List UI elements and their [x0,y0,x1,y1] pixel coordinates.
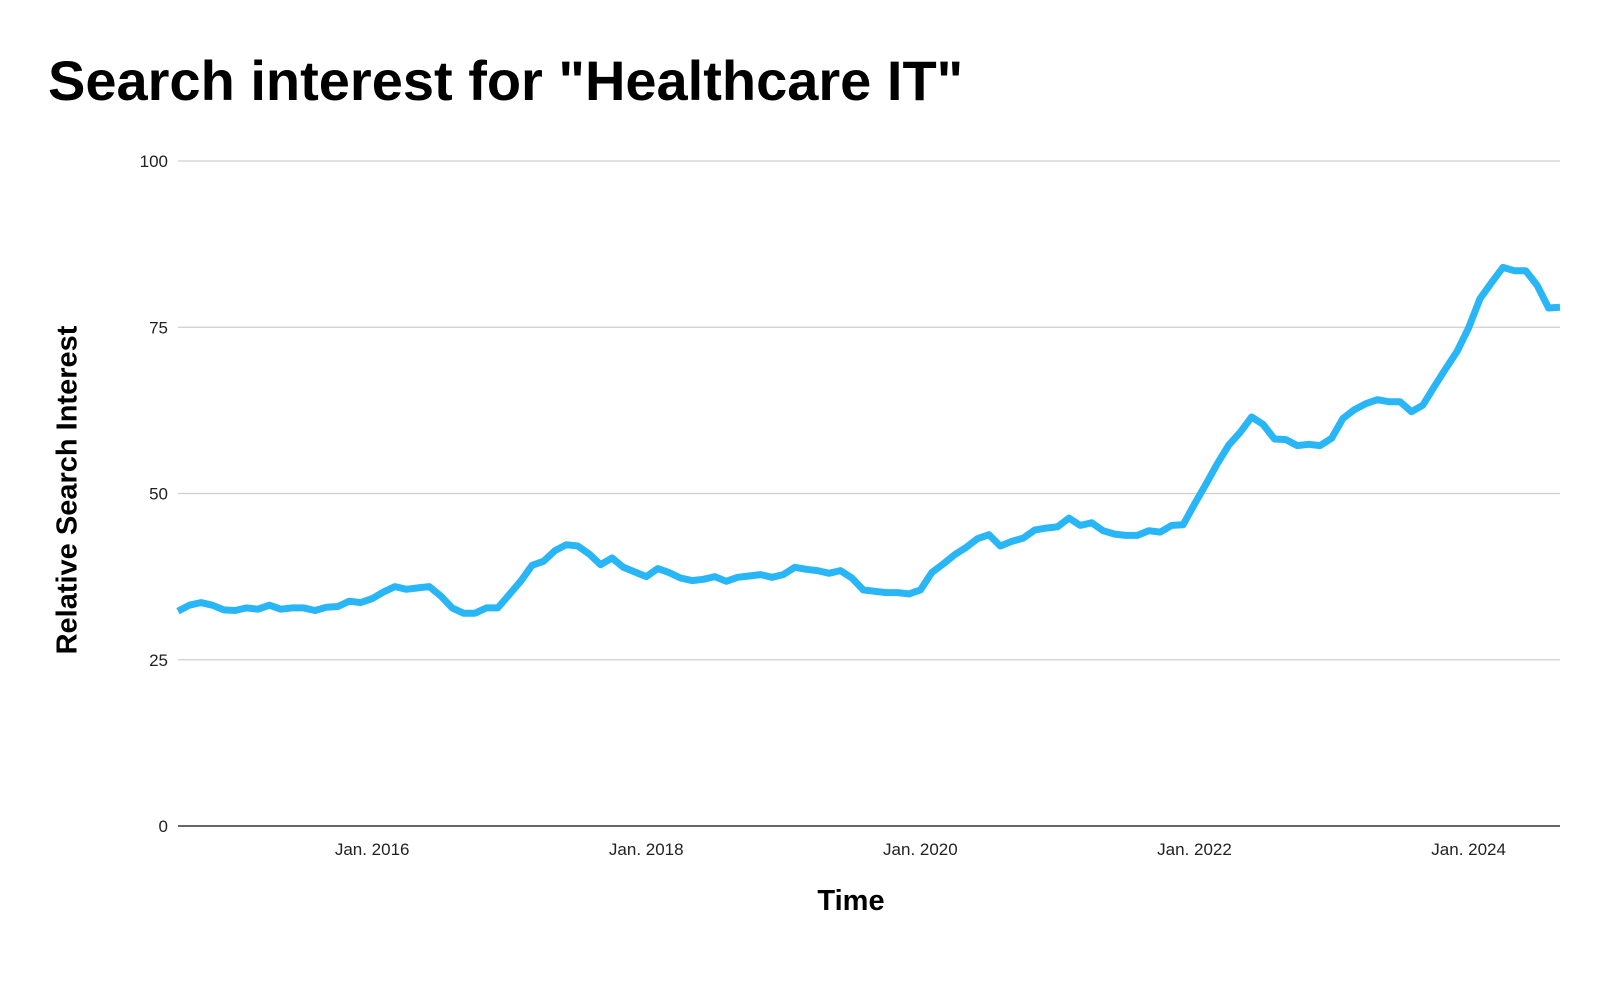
y-tick-label: 50 [149,485,168,504]
series-lines [176,263,1561,617]
x-tick-label: Jan. 2016 [335,840,410,859]
x-tick-label: Jan. 2024 [1431,840,1506,859]
gridlines [178,160,1560,827]
y-tick-labels: 0 25 50 75 100 [140,152,168,836]
x-tick-label: Jan. 2022 [1157,840,1232,859]
y-tick-label: 75 [149,318,168,337]
x-tick-labels: Jan. 2016 Jan. 2018 Jan. 2020 Jan. 2022 Jan.… [335,840,1506,859]
y-tick-label: 0 [159,817,168,836]
x-tick-label: Jan. 2020 [883,840,958,859]
series-line [176,263,1561,617]
chart-title: Search interest for "Healthcare IT" [48,49,964,112]
y-tick-label: 25 [149,651,168,670]
x-axis-label: Time [817,885,885,917]
y-tick-label: 100 [140,152,168,171]
x-tick-label: Jan. 2018 [609,840,684,859]
